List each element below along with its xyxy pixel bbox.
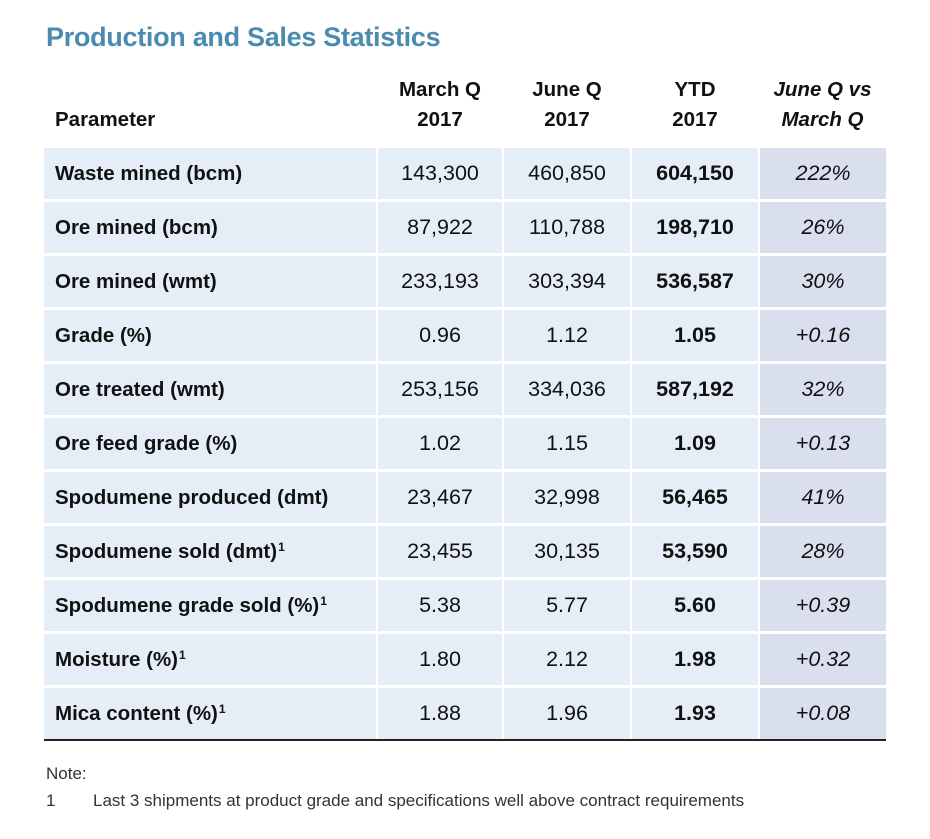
cell-june-vs-march: 26%	[759, 200, 886, 256]
cell-march-q: 253,156	[377, 362, 504, 418]
footnote-ref: 1	[218, 701, 226, 716]
cell-june-vs-march: +0.39	[759, 578, 886, 634]
cell-ytd: 53,590	[631, 524, 760, 580]
footnote: 1 Last 3 shipments at product grade and s…	[46, 791, 744, 811]
cell-june-q: 460,850	[503, 145, 632, 202]
cell-june-q: 1.15	[503, 416, 632, 472]
table-row: Grade (%) 0.96 1.12 1.05 +0.16	[44, 308, 886, 364]
cell-june-vs-march: +0.08	[759, 686, 886, 741]
cell-june-q: 110,788	[503, 200, 632, 256]
table-row: Ore feed grade (%) 1.02 1.15 1.09 +0.13	[44, 416, 886, 472]
note-label: Note:	[46, 764, 87, 783]
table-row: Mica content (%)1 1.88 1.96 1.93 +0.08	[44, 686, 886, 741]
footnote-ref: 1	[320, 593, 327, 608]
cell-june-q: 2.12	[503, 632, 632, 688]
cell-june-vs-march: +0.16	[759, 308, 886, 364]
cell-june-vs-march: 222%	[759, 145, 886, 202]
cell-march-q: 1.88	[377, 686, 504, 741]
cell-june-q: 32,998	[503, 470, 632, 526]
cell-march-q: 143,300	[377, 145, 504, 202]
cell-march-q: 87,922	[377, 200, 504, 256]
table-row: Spodumene grade sold (%)1 5.38 5.77 5.60 +0.…	[44, 578, 886, 634]
header-parameter: Parameter	[44, 75, 377, 148]
header-row: Parameter March Q 2017 June Q 2017 YTD 2…	[44, 75, 886, 148]
table-row: Moisture (%)1 1.80 2.12 1.98 +0.32	[44, 632, 886, 688]
cell-ytd: 536,587	[631, 254, 760, 310]
cell-ytd: 587,192	[631, 362, 760, 418]
footnote-text: Last 3 shipments at product grade and sp…	[93, 791, 745, 810]
cell-june-q: 30,135	[503, 524, 632, 580]
table-row: Ore mined (wmt) 233,193 303,394 536,587 30%	[44, 254, 886, 310]
table-row: Spodumene produced (dmt) 23,467 32,998 56,4…	[44, 470, 886, 526]
cell-june-q: 1.96	[503, 686, 632, 741]
header-ytd: YTD 2017	[631, 75, 759, 148]
cell-ytd: 198,710	[631, 200, 760, 256]
cell-june-vs-march: 30%	[759, 254, 886, 310]
cell-ytd: 1.93	[631, 686, 760, 741]
cell-june-vs-march: 32%	[759, 362, 886, 418]
cell-parameter: Ore mined (wmt)	[44, 254, 378, 310]
cell-parameter: Ore feed grade (%)	[44, 416, 378, 472]
cell-june-q: 5.77	[503, 578, 632, 634]
cell-parameter: Ore mined (bcm)	[44, 200, 378, 256]
cell-ytd: 1.09	[631, 416, 760, 472]
cell-june-vs-march: 28%	[759, 524, 886, 580]
table-row: Waste mined (bcm) 143,300 460,850 604,150 22…	[44, 145, 886, 202]
cell-march-q: 0.96	[377, 308, 504, 364]
cell-parameter: Spodumene produced (dmt)	[44, 470, 378, 526]
cell-march-q: 1.80	[377, 632, 504, 688]
header-june-q: June Q 2017	[503, 75, 631, 148]
footnote-ref: 1	[179, 647, 186, 662]
cell-ytd: 5.60	[631, 578, 760, 634]
cell-parameter: Spodumene grade sold (%)1	[44, 578, 378, 634]
cell-june-vs-march: +0.13	[759, 416, 886, 472]
cell-june-vs-march: +0.32	[759, 632, 886, 688]
cell-june-q: 303,394	[503, 254, 632, 310]
cell-ytd: 56,465	[631, 470, 760, 526]
cell-parameter: Spodumene sold (dmt)1	[44, 524, 378, 580]
cell-parameter: Moisture (%)1	[44, 632, 378, 688]
cell-june-vs-march: 41%	[759, 470, 886, 526]
cell-june-q: 1.12	[503, 308, 632, 364]
table-row: Spodumene sold (dmt)1 23,455 30,135 53,590 2…	[44, 524, 886, 580]
cell-parameter: Waste mined (bcm)	[44, 145, 378, 202]
cell-march-q: 1.02	[377, 416, 504, 472]
cell-parameter: Mica content (%)1	[44, 686, 378, 741]
cell-june-q: 334,036	[503, 362, 632, 418]
statistics-table: Parameter March Q 2017 June Q 2017 YTD 2…	[44, 75, 886, 741]
cell-ytd: 1.98	[631, 632, 760, 688]
cell-march-q: 23,455	[377, 524, 504, 580]
cell-ytd: 604,150	[631, 145, 760, 202]
footnote-number: 1	[46, 791, 56, 810]
cell-march-q: 5.38	[377, 578, 504, 634]
page-title: Production and Sales Statistics	[46, 22, 441, 52]
cell-ytd: 1.05	[631, 308, 760, 364]
cell-march-q: 23,467	[377, 470, 504, 526]
cell-parameter: Grade (%)	[44, 308, 378, 364]
table-row: Ore treated (wmt) 253,156 334,036 587,192 32…	[44, 362, 886, 418]
cell-parameter: Ore treated (wmt)	[44, 362, 378, 418]
header-june-vs-march: June Q vs March Q	[759, 75, 886, 148]
header-march-q: March Q 2017	[377, 75, 503, 148]
table-row: Ore mined (bcm) 87,922 110,788 198,710 26%	[44, 200, 886, 256]
footnote-ref: 1	[278, 539, 285, 554]
cell-march-q: 233,193	[377, 254, 504, 310]
